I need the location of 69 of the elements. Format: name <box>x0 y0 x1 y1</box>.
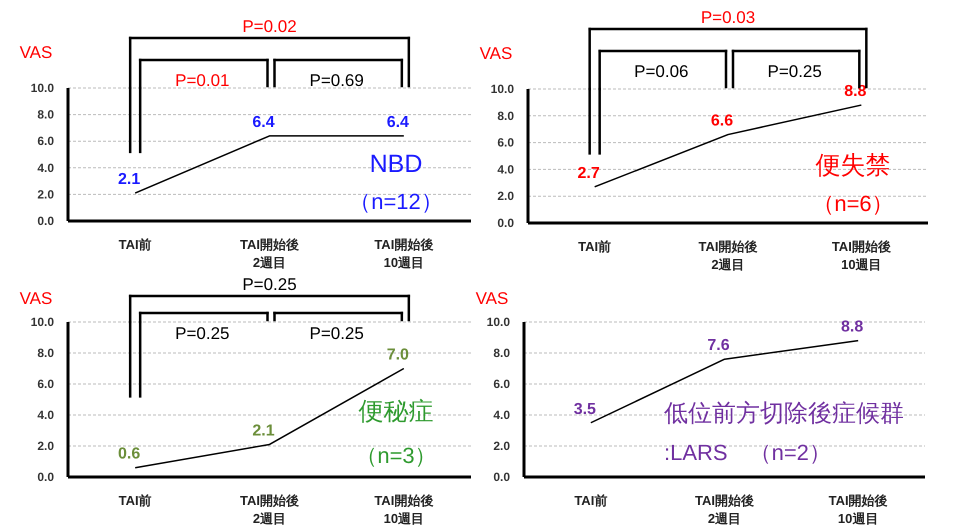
y-tick-label: 4.0 <box>493 408 510 422</box>
y-tick-label: 6.0 <box>37 377 54 391</box>
data-label: 6.4 <box>386 114 410 131</box>
data-label: 8.8 <box>844 83 867 100</box>
y-tick-label: 4.0 <box>497 162 514 176</box>
y-axis-title: VAS <box>476 289 508 308</box>
annotation: 便失禁 <box>816 151 890 180</box>
y-tick-label: 0.0 <box>497 216 514 230</box>
y-tick-label: 10.0 <box>30 315 54 329</box>
y-tick-label: 10.0 <box>30 81 54 95</box>
y-tick-label: 2.0 <box>493 439 510 453</box>
annotation: NBD <box>370 150 422 178</box>
data-label: 0.6 <box>118 446 140 463</box>
x-tick-label: TAI前 <box>118 237 152 252</box>
x-tick-label: TAI開始後 2週目 <box>695 493 754 526</box>
annotation: （n=3） <box>355 443 437 468</box>
y-tick-label: 8.0 <box>493 346 510 360</box>
annotation: 便秘症 <box>358 398 434 426</box>
data-label: 6.6 <box>710 112 734 130</box>
y-tick-label: 2.0 <box>37 439 54 453</box>
data-label: 2.1 <box>252 422 275 440</box>
data-label: 7.6 <box>707 337 730 354</box>
x-tick-label: TAI開始後 2週目 <box>240 237 299 270</box>
x-tick-label: TAI前 <box>574 493 608 508</box>
y-tick-label: 8.0 <box>37 346 54 360</box>
annotation: （n=12） <box>349 189 443 214</box>
y-tick-label: 8.0 <box>37 108 54 122</box>
annotation: P=0.25 <box>309 324 364 343</box>
x-tick-label: TAI開始後 10週目 <box>374 237 434 270</box>
x-tick-label: TAI前 <box>578 239 612 254</box>
x-tick-label: TAI開始後 2週目 <box>698 239 758 272</box>
annotation: P=0.69 <box>309 71 364 90</box>
data-label: 8.8 <box>841 318 864 336</box>
y-tick-label: 6.0 <box>493 377 510 391</box>
text: P=0.06 <box>634 62 689 81</box>
y-tick-label: 6.0 <box>497 136 514 150</box>
y-tick-label: 8.0 <box>497 108 514 123</box>
text: P=0.03 <box>700 8 756 27</box>
y-tick-label: 10.0 <box>490 82 514 96</box>
annotation: （n=6） <box>812 190 894 216</box>
y-axis-title: VAS <box>20 289 52 308</box>
x-tick-label: TAI開始後 10週目 <box>832 239 891 272</box>
data-label: 6.4 <box>252 114 275 131</box>
data-label: 7.0 <box>386 346 410 364</box>
y-tick-label: 4.0 <box>37 160 54 175</box>
y-tick-label: 2.0 <box>497 189 514 204</box>
annotation: 低位前方切除後症候群 <box>664 400 904 428</box>
y-tick-label: 0.0 <box>37 470 54 484</box>
data-label: 3.5 <box>574 400 596 418</box>
text: P=0.02 <box>242 17 297 36</box>
x-tick-label: TAI開始後 2週目 <box>240 493 299 526</box>
y-axis-title: VAS <box>480 44 512 63</box>
text: P=0.25 <box>242 275 297 294</box>
y-tick-label: 2.0 <box>37 187 54 202</box>
x-tick-label: TAI開始後 10週目 <box>828 493 888 526</box>
y-tick-label: 4.0 <box>37 408 54 422</box>
x-tick-label: TAI開始後 10週目 <box>374 493 434 526</box>
annotation: P=0.01 <box>175 71 230 90</box>
y-tick-label: 0.0 <box>493 470 510 484</box>
y-tick-label: 0.0 <box>37 214 54 228</box>
y-tick-label: 10.0 <box>486 315 510 329</box>
annotation: :LARS （n=2） <box>664 440 831 465</box>
y-axis-title: VAS <box>20 43 52 62</box>
data-label: 2.1 <box>118 171 140 188</box>
x-tick-label: TAI前 <box>118 493 152 508</box>
data-label: 2.7 <box>578 164 600 182</box>
annotation: P=0.25 <box>175 324 230 343</box>
y-tick-label: 6.0 <box>37 134 54 148</box>
text: P=0.25 <box>767 62 822 81</box>
